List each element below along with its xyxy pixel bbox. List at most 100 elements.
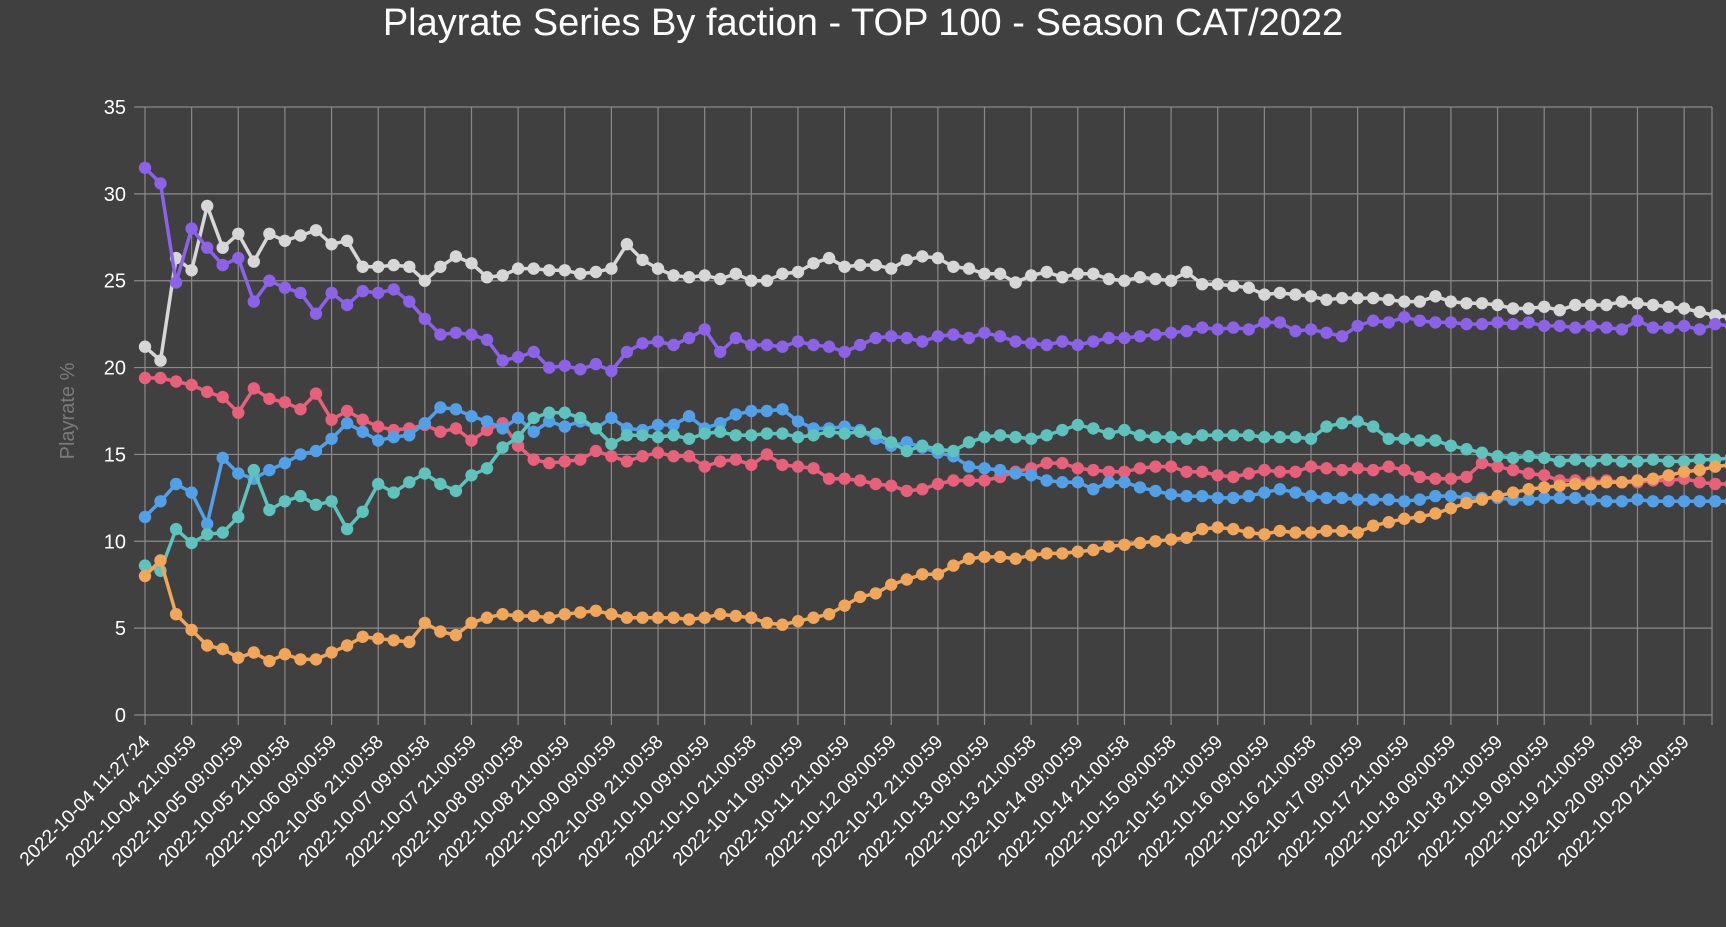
data-point	[1569, 298, 1582, 312]
data-point	[1087, 543, 1100, 557]
data-point	[434, 625, 447, 638]
data-point	[962, 474, 976, 487]
data-point	[605, 364, 618, 378]
data-point	[278, 234, 292, 247]
data-point	[698, 269, 711, 282]
data-point	[1118, 274, 1131, 287]
data-point	[263, 654, 276, 668]
data-point	[1320, 293, 1333, 306]
y-tick-label: 20	[104, 358, 126, 380]
series-group	[138, 161, 1726, 668]
data-point	[1646, 472, 1660, 485]
data-point	[1320, 491, 1333, 505]
data-point	[574, 606, 587, 619]
data-point	[1102, 331, 1116, 345]
data-point	[138, 569, 152, 583]
data-point	[1367, 314, 1380, 327]
data-point	[1569, 491, 1582, 505]
data-point	[418, 312, 431, 326]
data-point	[138, 340, 152, 353]
data-point	[1677, 465, 1691, 478]
data-point	[620, 611, 634, 624]
data-point	[682, 432, 696, 445]
data-point	[1258, 288, 1271, 301]
data-point	[418, 417, 431, 430]
data-point	[807, 257, 820, 270]
data-point	[263, 392, 276, 405]
data-point	[931, 443, 945, 456]
data-point	[278, 495, 292, 508]
data-point	[1538, 451, 1551, 465]
data-point	[154, 354, 167, 367]
data-point	[682, 331, 696, 345]
data-point	[1133, 462, 1147, 475]
data-point	[1227, 522, 1240, 536]
data-point	[885, 262, 898, 275]
data-point	[1164, 460, 1178, 473]
data-point	[760, 404, 774, 418]
data-point	[247, 463, 260, 477]
data-point	[1413, 510, 1427, 524]
data-point	[1693, 323, 1706, 336]
data-point	[838, 427, 851, 440]
data-point	[1429, 316, 1442, 329]
grid	[134, 106, 1713, 725]
data-point	[714, 455, 727, 468]
data-point	[1677, 455, 1691, 468]
data-point	[900, 436, 913, 449]
data-point	[978, 462, 991, 475]
data-point	[916, 483, 929, 496]
data-point	[1071, 462, 1085, 475]
data-point	[169, 375, 183, 388]
data-point	[1615, 476, 1629, 489]
data-point	[1258, 430, 1271, 444]
data-point	[387, 634, 400, 647]
data-point	[1429, 507, 1442, 520]
data-point	[869, 427, 882, 440]
data-point	[791, 460, 805, 473]
data-point	[232, 467, 245, 480]
data-point	[885, 578, 898, 591]
data-point	[993, 550, 1007, 564]
data-point	[356, 260, 369, 273]
data-point	[853, 425, 867, 438]
data-point	[605, 262, 618, 275]
data-point	[1227, 429, 1240, 442]
data-point	[636, 429, 649, 442]
data-point	[543, 456, 556, 470]
data-point	[947, 559, 960, 572]
data-point	[1227, 491, 1240, 505]
data-point	[1709, 495, 1722, 508]
data-point	[1662, 300, 1675, 313]
data-point	[465, 469, 478, 482]
data-point	[574, 363, 587, 376]
data-point	[278, 281, 292, 294]
data-point	[636, 450, 649, 463]
data-point	[1709, 317, 1722, 331]
data-point	[1351, 319, 1364, 333]
data-point	[1646, 453, 1660, 466]
data-point	[962, 552, 976, 565]
data-point	[900, 331, 913, 345]
data-point	[714, 345, 727, 359]
data-point	[1506, 486, 1520, 499]
data-point	[1444, 439, 1458, 452]
data-point	[1475, 446, 1489, 459]
data-point	[403, 260, 416, 273]
data-point	[1180, 324, 1193, 338]
data-point	[1569, 321, 1582, 334]
data-point	[1258, 316, 1271, 329]
data-point	[1444, 472, 1458, 485]
data-point	[1382, 432, 1395, 445]
data-point	[729, 267, 742, 280]
data-point	[1335, 291, 1349, 305]
data-point	[1304, 432, 1318, 445]
data-point	[1118, 476, 1131, 489]
data-point	[589, 357, 603, 371]
data-point	[372, 632, 385, 645]
data-point	[993, 463, 1007, 477]
data-point	[1693, 305, 1706, 319]
data-point	[356, 630, 369, 643]
data-point	[1025, 432, 1038, 445]
